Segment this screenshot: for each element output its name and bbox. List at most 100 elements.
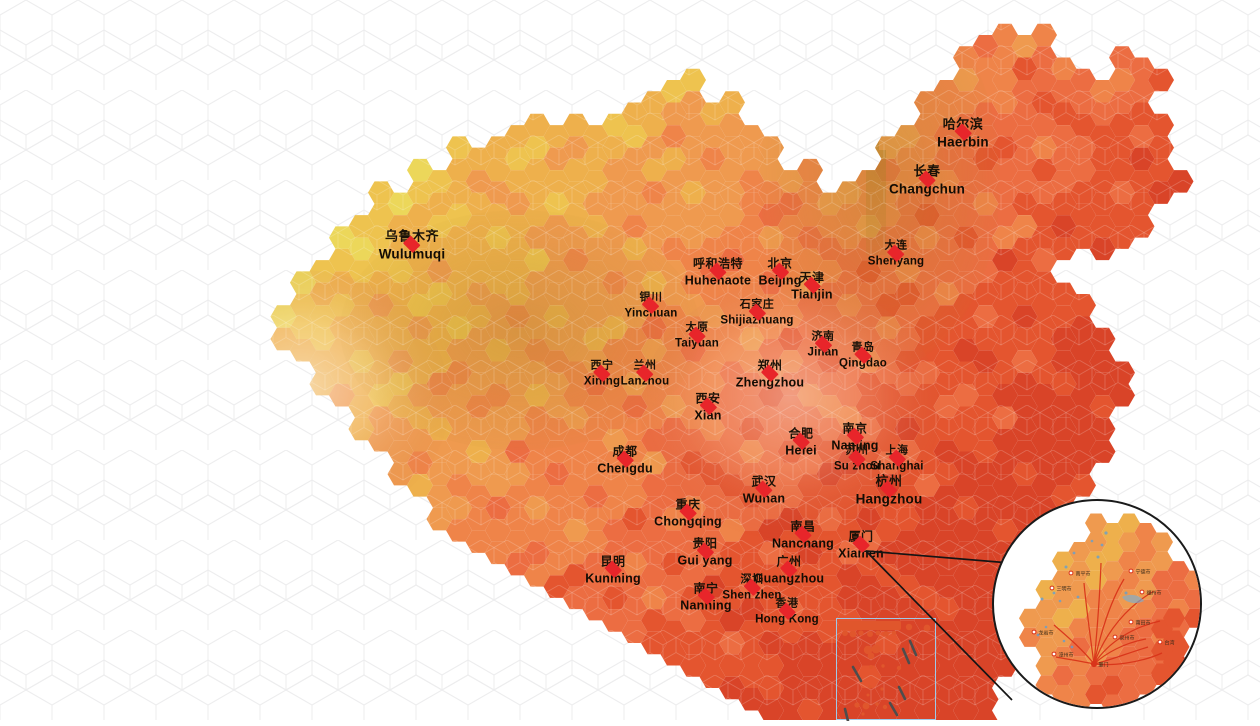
inset-hex-tile xyxy=(1035,656,1058,676)
inset-hex-tile xyxy=(1068,694,1091,707)
inset-hex-tile xyxy=(1101,561,1124,581)
city-label-chongqing[interactable]: 重庆Chongqing xyxy=(654,498,722,528)
inset-node-marker[interactable] xyxy=(1128,619,1134,625)
city-label-xian[interactable]: 西安Xian xyxy=(694,392,721,422)
city-label-beijing[interactable]: 北京Beijing xyxy=(758,257,801,287)
inset-hex-tile xyxy=(1035,637,1058,657)
inset-hex-tile xyxy=(1085,513,1107,533)
city-label-lanzhou[interactable]: 兰州Lanzhou xyxy=(621,360,670,388)
city-label-kunming[interactable]: 昆明Kunming xyxy=(585,555,641,585)
city-label-hong-kong[interactable]: 香港Hong Kong xyxy=(755,598,819,626)
inset-hex-tile xyxy=(1118,608,1140,628)
city-label-wulumuqi[interactable]: 乌鲁木齐 Wulumuqi xyxy=(379,229,446,261)
inset-hex-tile xyxy=(1052,627,1074,647)
fujian-magnifier-inset[interactable]: 南平市 宁德市 三明市 福州市 莆田市 龙岩市 泉州市 台湾 漳州市 厦门 xyxy=(992,499,1202,709)
inset-node-marker[interactable] xyxy=(1139,589,1145,595)
city-label-zhengzhou[interactable]: 郑州Zhengzhou xyxy=(736,359,804,389)
inset-node-marker[interactable] xyxy=(1090,660,1098,668)
city-label-hefei[interactable]: 合肥Hefei xyxy=(785,427,817,457)
inset-hex-tile xyxy=(1085,608,1107,628)
inset-hex-tile xyxy=(1085,532,1107,552)
inset-hex-tile xyxy=(1035,675,1058,695)
inset-hex-tile xyxy=(1167,580,1190,600)
inset-hex-tile xyxy=(1035,599,1058,619)
inset-node-marker[interactable] xyxy=(1049,585,1055,591)
city-label-guangzhou[interactable]: 广州Guangzhou xyxy=(754,555,825,585)
city-label-yinchuan[interactable]: 银川Yinchuan xyxy=(625,292,678,320)
inset-hex-tile xyxy=(1068,675,1091,695)
city-label-nanchang[interactable]: 南昌Nanchang xyxy=(772,520,834,550)
inset-hex-tile xyxy=(1101,523,1124,543)
inset-node-marker[interactable] xyxy=(1157,639,1163,645)
inset-hex-tile xyxy=(1134,656,1157,676)
city-label-su-zhou[interactable]: 苏州Su zhou xyxy=(834,445,880,473)
inset-hex-tile xyxy=(1052,589,1074,609)
city-name-en: Zhengzhou xyxy=(735,375,805,390)
city-label-changchun[interactable]: 长春Changchun xyxy=(889,164,965,196)
inset-node-marker[interactable] xyxy=(1051,651,1057,657)
inset-hex-tile xyxy=(1101,599,1124,619)
city-name-en: Nanchang xyxy=(771,536,835,551)
inset-hex-tile xyxy=(1052,570,1074,590)
city-label-hangzhou[interactable]: 杭州 Hangzhou xyxy=(856,474,923,506)
inset-hex-tile xyxy=(1163,630,1185,650)
inset-hex-tile xyxy=(1118,513,1140,533)
inset-hex-tile xyxy=(1118,684,1140,704)
inset-hex-tile xyxy=(1035,580,1058,600)
inset-hex-tile xyxy=(1134,542,1157,562)
inset-hex-tile xyxy=(1184,608,1200,628)
inset-hex-tile xyxy=(1101,675,1124,695)
city-label-nanning[interactable]: 南宁Nanning xyxy=(680,582,731,612)
inset-hex-tile xyxy=(1118,570,1140,590)
city-label-shenyang[interactable]: 大连Shenyang xyxy=(868,240,925,268)
city-label-nanjing[interactable]: 南京Nanjing xyxy=(831,422,878,452)
inset-hex-tile xyxy=(1151,570,1173,590)
city-label-gui-yang[interactable]: 贵阳Gui yang xyxy=(677,537,732,567)
inset-hex-tile xyxy=(1101,694,1124,707)
city-name-en: Chongqing xyxy=(654,514,722,529)
city-name-en: Changchun xyxy=(888,181,966,197)
city-name-en: Huhehaote xyxy=(684,273,752,288)
inset-hex-tile xyxy=(1118,532,1140,552)
inset-node-marker[interactable] xyxy=(1128,568,1134,574)
city-name-en: Xian xyxy=(694,408,722,423)
inset-node-label: 宁德市 xyxy=(1136,568,1151,575)
city-name-en: Wulumuqi xyxy=(378,246,446,262)
city-label-wuhan[interactable]: 武汉Wuhan xyxy=(743,475,785,505)
city-label-taiyuan[interactable]: 太原Taiyuan xyxy=(675,322,719,350)
inset-hex-tile xyxy=(1101,637,1124,657)
city-label-xining[interactable]: 西宁Xining xyxy=(584,360,620,388)
city-label-huhehaote[interactable]: 呼和浩特Huhehaote xyxy=(685,257,751,287)
inset-hex-tile xyxy=(1118,551,1140,571)
inset-hex-tile xyxy=(1118,665,1140,685)
city-name-en: Haerbin xyxy=(937,134,989,150)
inset-node-label: 三明市 xyxy=(1057,585,1072,592)
city-label-tianjin[interactable]: 天津Tianjin xyxy=(791,271,832,301)
inset-node-label: 福州市 xyxy=(1147,589,1162,596)
city-label-shen-zhen[interactable]: 深圳Shen zhen xyxy=(722,574,781,602)
city-label-shijiazhuang[interactable]: 石家庄Shijiazhuang xyxy=(720,299,793,327)
inset-hex-tile xyxy=(1068,542,1091,562)
inset-node-label: 南平市 xyxy=(1076,570,1091,577)
city-label-xiamen[interactable]: 厦门Xiamen xyxy=(838,530,884,560)
inset-hex-tile xyxy=(1068,618,1091,638)
city-label-shanghai[interactable]: 上海Shanghai xyxy=(870,445,923,473)
city-label-jinan[interactable]: 济南Jinan xyxy=(807,331,838,359)
city-label-chengdu[interactable]: 成都Chengdu xyxy=(597,445,653,475)
city-label-qingdao[interactable]: 青岛Qingdao xyxy=(839,342,887,370)
inset-hex-tile xyxy=(1101,580,1124,600)
inset-node-marker[interactable] xyxy=(1031,629,1037,635)
inset-hex-tile xyxy=(1068,599,1091,619)
inset-hex-tile xyxy=(1184,589,1200,609)
inset-hex-tile xyxy=(1101,656,1124,676)
inset-node-label: 台湾 xyxy=(1165,639,1175,646)
inset-node-marker[interactable] xyxy=(1068,570,1074,576)
city-label-haerbin[interactable]: 哈尔滨Haerbin xyxy=(937,117,989,149)
inset-hex-tile xyxy=(1151,532,1173,552)
city-name-en: Beijing xyxy=(758,273,802,288)
inset-hex-tile xyxy=(1085,589,1107,609)
inset-node-marker[interactable] xyxy=(1112,634,1118,640)
inset-hex-tile xyxy=(1134,675,1157,695)
